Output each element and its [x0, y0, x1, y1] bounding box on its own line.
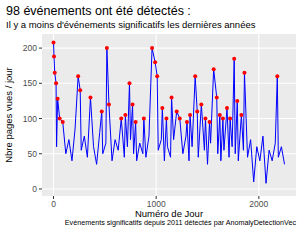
anomaly-point	[107, 102, 111, 106]
anomaly-point	[123, 113, 127, 117]
grid-line	[42, 48, 296, 49]
subtitle: Il y a moins d'événements significatifs …	[6, 19, 256, 30]
anomaly-point	[52, 55, 56, 59]
grid-line	[156, 34, 157, 196]
anomaly-point	[215, 95, 219, 99]
y-tick-label: 200	[23, 43, 37, 53]
anomaly-point	[131, 102, 135, 106]
anomaly-point	[142, 117, 146, 121]
tick-mark	[39, 48, 42, 49]
data-group	[51, 40, 284, 183]
grid-line	[42, 188, 296, 189]
tick-mark	[39, 188, 42, 189]
y-tick-label: 100	[23, 114, 37, 124]
y-tick-label: 50	[28, 149, 38, 159]
anomaly-point	[170, 95, 174, 99]
plot-panel	[42, 34, 296, 196]
anomaly-point	[56, 97, 60, 101]
anomaly-point	[105, 46, 109, 50]
anomaly-point	[239, 113, 243, 117]
anomaly-point	[119, 117, 123, 121]
y-axis-label: Nbre pages vues / jour	[3, 67, 14, 163]
anomaly-point	[88, 95, 92, 99]
anomaly-point	[76, 74, 80, 78]
anomaly-point	[193, 74, 197, 78]
y-tick-label: 0	[32, 184, 37, 194]
grid-line	[258, 34, 259, 196]
anomaly-point	[185, 120, 189, 124]
anomaly-point	[188, 113, 192, 117]
anomaly-point	[221, 117, 225, 121]
anomaly-point	[53, 71, 57, 75]
tick-mark	[39, 153, 42, 154]
anomaly-point	[212, 67, 216, 71]
x-tick-label: 0	[51, 199, 56, 209]
anomaly-point	[218, 113, 222, 117]
anomaly-point	[203, 117, 207, 121]
anomaly-point	[195, 109, 199, 113]
anomaly-point	[51, 40, 55, 44]
anomaly-point	[199, 102, 203, 106]
anomaly-point	[54, 81, 58, 85]
anomaly-point	[178, 117, 182, 121]
anomaly-point	[275, 74, 279, 78]
anomaly-point	[175, 109, 179, 113]
anomaly-point	[208, 120, 212, 124]
anomaly-point	[100, 109, 104, 113]
anomaly-point	[153, 60, 157, 64]
anomaly-point	[78, 88, 82, 92]
anomaly-point	[228, 117, 232, 121]
anomaly-point	[160, 106, 164, 110]
caption: Evénements significatifs depuis 2011 dét…	[65, 218, 297, 227]
y-tick-label: 150	[23, 78, 37, 88]
title: 98 événements ont été détectés :	[6, 4, 191, 18]
anomaly-point	[164, 117, 168, 121]
anomaly-point	[127, 81, 131, 85]
tick-mark	[39, 83, 42, 84]
chart: 05010015020001000200098 événements ont é…	[0, 0, 300, 228]
anomaly-point	[155, 74, 159, 78]
anomaly-point	[242, 71, 246, 75]
grid-line	[42, 118, 296, 119]
anomaly-point	[225, 106, 229, 110]
x-tick-label: 2000	[249, 199, 268, 209]
anomaly-point	[58, 117, 62, 121]
anomaly-point	[150, 46, 154, 50]
tick-mark	[39, 118, 42, 119]
anomaly-point	[134, 120, 138, 124]
anomaly-point	[235, 99, 239, 103]
anomaly-point	[61, 120, 65, 124]
anomaly-point	[232, 57, 236, 61]
series-line	[54, 42, 285, 183]
grid-line	[42, 83, 296, 84]
